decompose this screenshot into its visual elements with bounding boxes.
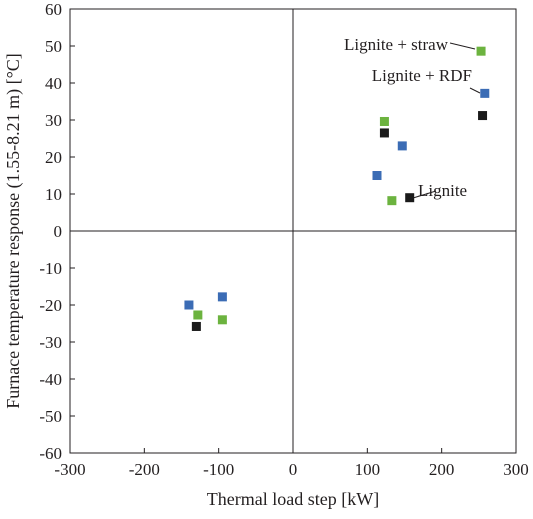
y-tick-label: -50 [39, 407, 62, 426]
annotation-label: Lignite + straw [344, 35, 449, 54]
data-point [478, 111, 488, 121]
x-tick-label: 0 [289, 460, 298, 479]
annotation-leader-line [469, 87, 481, 94]
x-tick-label: 100 [355, 460, 381, 479]
data-point [405, 193, 415, 203]
data-point [476, 46, 486, 56]
data-point [387, 196, 397, 206]
y-tick-label: 50 [45, 37, 62, 56]
y-tick-label: -20 [39, 296, 62, 315]
x-tick-label: -100 [203, 460, 234, 479]
x-axis-title: Thermal load step [kW] [207, 489, 379, 509]
x-tick-label: 300 [503, 460, 529, 479]
data-point [184, 300, 194, 310]
y-tick-label: 30 [45, 111, 62, 130]
data-markers [184, 46, 490, 331]
series-lignite-straw [193, 46, 486, 325]
y-tick-label: 0 [54, 222, 63, 241]
series-lignite [191, 111, 488, 331]
annotation-label: Lignite [418, 181, 467, 200]
data-point [217, 315, 227, 325]
annotations: Lignite + straw Lignite + RDF Lignite [344, 35, 481, 200]
y-tick-label: -40 [39, 370, 62, 389]
x-tick-label: -300 [54, 460, 85, 479]
x-tick-label: -200 [129, 460, 160, 479]
data-point [193, 310, 203, 320]
annotation-label: Lignite + RDF [372, 66, 472, 85]
data-point [379, 128, 389, 138]
data-point [191, 321, 201, 331]
data-point [480, 88, 490, 98]
series-lignite-rdf [184, 88, 490, 310]
annotation-leader-line [412, 190, 437, 199]
data-point [372, 171, 382, 180]
x-tick-label: 200 [429, 460, 455, 479]
y-tick-label: 40 [45, 74, 62, 93]
data-point [397, 141, 407, 151]
y-axis: -60 -50 -40 -30 -20 -10 0 10 20 30 40 50 60 [39, 0, 75, 463]
y-tick-label: -30 [39, 333, 62, 352]
y-tick-label: 60 [45, 0, 62, 19]
data-point [379, 116, 389, 126]
annotation-leader-line [449, 42, 476, 50]
y-tick-label: 10 [45, 185, 62, 204]
y-tick-label: -10 [39, 259, 62, 278]
y-tick-label: -60 [39, 444, 62, 463]
y-axis-title: Furnace temperature response (1.55-8.21 … [3, 53, 24, 409]
x-axis: -300 -200 -100 0 100 200 300 [54, 448, 529, 479]
y-tick-label: 20 [45, 148, 62, 167]
data-point [217, 292, 227, 302]
